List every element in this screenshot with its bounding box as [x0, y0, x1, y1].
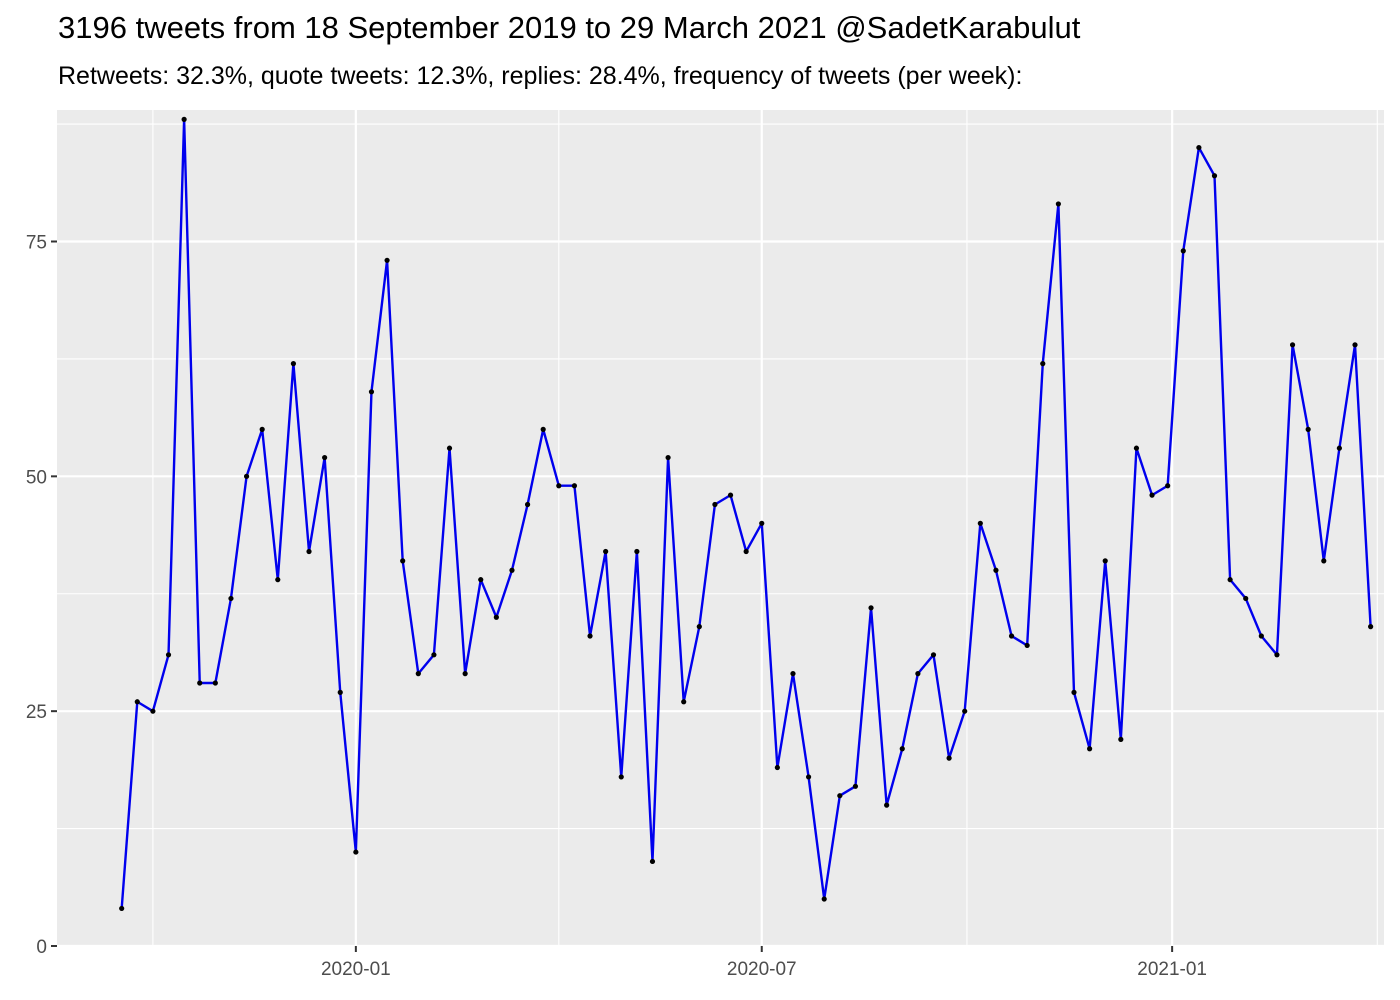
- data-point: [1227, 577, 1233, 583]
- data-point: [1102, 558, 1108, 564]
- data-point: [1071, 689, 1077, 695]
- data-point: [681, 699, 687, 705]
- data-point: [915, 671, 921, 677]
- series-layer: [119, 116, 1374, 912]
- data-point: [150, 708, 156, 714]
- data-point: [977, 520, 983, 526]
- data-point: [1274, 652, 1280, 658]
- data-point: [431, 652, 437, 658]
- data-point: [384, 257, 390, 263]
- data-point: [556, 483, 562, 489]
- y-tick-label: 25: [26, 702, 47, 723]
- data-point: [524, 501, 531, 508]
- data-point: [884, 802, 890, 808]
- data-point: [322, 454, 328, 461]
- y-tick-label: 50: [26, 467, 47, 488]
- data-point: [290, 361, 297, 367]
- data-point: [1368, 624, 1374, 630]
- data-point: [259, 426, 265, 432]
- data-point: [603, 548, 609, 555]
- data-point: [899, 746, 905, 752]
- data-point: [478, 577, 484, 583]
- data-point: [306, 548, 312, 555]
- x-tick-label: 2020-01: [321, 959, 391, 980]
- data-point: [1149, 492, 1155, 498]
- data-point: [540, 426, 546, 432]
- data-point: [1211, 173, 1218, 179]
- data-point: [805, 774, 812, 780]
- data-point: [228, 595, 234, 602]
- data-point: [587, 633, 593, 639]
- data-point: [1289, 342, 1296, 348]
- data-point: [696, 624, 702, 630]
- minor-gridlines: [57, 110, 1384, 946]
- data-point: [946, 755, 952, 761]
- data-point: [665, 454, 671, 461]
- data-point: [821, 896, 827, 902]
- data-point: [1336, 445, 1342, 451]
- data-point: [618, 774, 624, 780]
- data-point: [119, 905, 125, 912]
- data-point: [1133, 445, 1140, 451]
- data-point: [243, 473, 250, 479]
- data-point: [790, 671, 796, 677]
- data-point: [930, 652, 937, 658]
- data-point: [1008, 633, 1015, 639]
- x-tick-label: 2021-01: [1137, 959, 1207, 980]
- chart-subtitle: Retweets: 32.3%, quote tweets: 12.3%, re…: [58, 62, 1023, 90]
- data-point: [1352, 342, 1358, 348]
- axis-ticks: [51, 240, 1174, 952]
- data-point: [634, 548, 640, 555]
- data-point: [462, 671, 468, 677]
- data-point: [1118, 736, 1124, 742]
- data-point: [759, 520, 765, 526]
- data-point: [1055, 201, 1061, 207]
- data-point: [712, 501, 718, 508]
- data-point: [837, 793, 843, 799]
- data-point: [868, 605, 874, 611]
- data-point: [1040, 361, 1046, 367]
- plot-background: [57, 110, 1384, 946]
- data-point: [1258, 633, 1264, 639]
- data-point: [1196, 144, 1202, 151]
- data-point: [493, 614, 499, 620]
- y-tick-label: 75: [26, 233, 47, 254]
- data-point: [649, 858, 656, 865]
- data-point: [212, 680, 218, 686]
- data-point: [1180, 248, 1186, 254]
- data-point: [509, 567, 515, 573]
- x-tick-label: 2020-07: [727, 959, 797, 980]
- data-point: [774, 764, 780, 771]
- data-point: [1305, 426, 1311, 432]
- data-point: [197, 680, 203, 686]
- data-point: [446, 445, 453, 451]
- data-point: [1243, 595, 1249, 602]
- data-point: [134, 699, 140, 705]
- data-point: [1321, 558, 1327, 564]
- data-point: [727, 492, 734, 498]
- chart-title: 3196 tweets from 18 September 2019 to 29…: [58, 10, 1081, 45]
- data-point: [181, 116, 187, 122]
- data-point: [400, 558, 406, 564]
- y-tick-label: 0: [36, 937, 47, 958]
- tick-labels: 0 25 50 75 2020-01 2020-07 2021-01: [26, 233, 1207, 980]
- data-point: [962, 708, 968, 714]
- major-gridlines: [57, 110, 1384, 948]
- data-point: [415, 671, 421, 677]
- data-point: [993, 567, 999, 573]
- data-point: [1087, 746, 1093, 752]
- data-point: [368, 389, 375, 395]
- data-point: [743, 548, 749, 555]
- data-point: [275, 577, 281, 583]
- data-point: [1165, 483, 1171, 489]
- data-point: [337, 689, 343, 695]
- data-point: [353, 849, 359, 855]
- data-point: [852, 783, 859, 789]
- data-point: [1024, 642, 1030, 649]
- data-point: [571, 483, 578, 489]
- data-point: [165, 652, 172, 658]
